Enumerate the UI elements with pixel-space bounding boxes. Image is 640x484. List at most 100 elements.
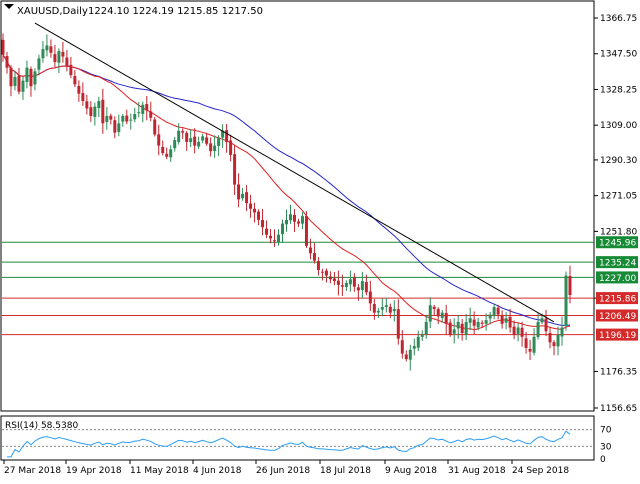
- candle-body: [416, 336, 420, 348]
- candle-body: [544, 318, 548, 332]
- candle-up: [133, 107, 137, 123]
- candle-down: [508, 308, 512, 333]
- candle-body: [49, 46, 53, 53]
- candle-up: [137, 102, 141, 118]
- candle-up: [25, 60, 29, 89]
- candle-up: [360, 271, 364, 299]
- candle-up: [117, 114, 121, 137]
- x-tick-label: 4 Jun 2018: [193, 466, 242, 476]
- candle-body: [113, 120, 117, 133]
- candle-up: [380, 298, 384, 317]
- candle-body: [412, 346, 416, 349]
- candle-up: [456, 314, 460, 339]
- candle-up: [564, 271, 568, 331]
- candle-down: [261, 208, 265, 236]
- candle-body: [464, 321, 468, 335]
- candle-body: [420, 334, 424, 337]
- rsi-tick-label: 0: [600, 455, 606, 465]
- candle-body: [444, 312, 448, 324]
- candle-body: [536, 321, 540, 337]
- candle-down: [29, 66, 33, 97]
- candle-down: [320, 268, 324, 281]
- x-tick-label: 26 Jun 2018: [256, 466, 310, 476]
- level-label-box: [596, 309, 638, 322]
- candle-down: [53, 45, 57, 68]
- candle-down: [316, 257, 320, 276]
- chevron-down-icon[interactable]: [4, 4, 14, 9]
- candle-body: [300, 216, 304, 224]
- candle-down: [237, 173, 241, 208]
- candle-body: [13, 76, 17, 86]
- candle-up: [173, 136, 177, 152]
- level-label-box: [596, 271, 638, 284]
- candle-up: [420, 330, 424, 341]
- candle-body: [253, 208, 257, 213]
- candle-up: [484, 313, 488, 331]
- candle-body: [372, 304, 376, 313]
- time-axis: 27 Mar 2018 19 Apr 2018 11 May 2018 4 Jun 2…: [3, 460, 569, 476]
- candle-body: [308, 247, 312, 254]
- candle-body: [53, 54, 57, 63]
- candle-body: [472, 319, 476, 326]
- candle-body: [480, 322, 484, 324]
- candle-down: [181, 128, 185, 139]
- candle-body: [5, 56, 9, 68]
- candle-down: [89, 101, 93, 122]
- candle-body: [316, 261, 320, 270]
- candle-body: [21, 80, 25, 92]
- candle-down: [9, 65, 13, 97]
- candle-down: [524, 331, 528, 354]
- candle-down: [85, 94, 89, 115]
- candle-body: [288, 214, 292, 221]
- candle-body: [328, 276, 332, 280]
- candle-up: [416, 330, 420, 352]
- candle-body: [105, 115, 109, 123]
- candle-down: [205, 132, 209, 146]
- candle-down: [296, 218, 300, 227]
- candle-body: [320, 271, 324, 273]
- level-labels: 1245.96 1235.24 1227.00 1215.86 1206.49 1196.…: [596, 236, 638, 341]
- candle-up: [424, 314, 428, 339]
- candle-body: [273, 240, 277, 242]
- candle-down: [356, 284, 360, 301]
- candle-down: [185, 131, 189, 151]
- fast-moving-average: [2, 54, 571, 331]
- candle-body: [560, 327, 564, 337]
- candle-body: [45, 45, 49, 51]
- candle-body: [169, 149, 173, 158]
- candle-up: [516, 323, 520, 342]
- candles: [1, 33, 572, 371]
- candle-body: [496, 307, 500, 315]
- candle-body: [285, 219, 288, 225]
- candle-up: [45, 34, 49, 57]
- candle-body: [380, 307, 384, 310]
- rsi-line: [7, 430, 571, 458]
- candle-down: [552, 340, 556, 356]
- candle-body: [41, 49, 45, 59]
- candle-body: [193, 136, 197, 146]
- candle-down: [113, 116, 117, 139]
- candle-down: [400, 330, 404, 359]
- candle-body: [217, 138, 221, 146]
- candle-up: [217, 135, 221, 157]
- candle-body: [57, 50, 61, 63]
- candle-up: [556, 326, 560, 356]
- level-label-box: [596, 256, 638, 269]
- rsi-label: RSI(14) 58.5380: [5, 421, 78, 431]
- candle-body: [37, 58, 41, 70]
- candle-down: [472, 311, 476, 335]
- candle-up: [41, 41, 45, 63]
- candle-up: [440, 310, 444, 323]
- candle-down: [388, 303, 392, 319]
- candle-up: [281, 219, 285, 243]
- x-tick-label: 24 Sep 2018: [512, 466, 569, 476]
- candle-body: [141, 104, 145, 114]
- candle-body: [356, 287, 360, 291]
- candle-body: [241, 193, 245, 199]
- candle-down: [193, 128, 197, 154]
- candle-down: [292, 209, 296, 232]
- candle-body: [109, 115, 113, 120]
- candle-body: [261, 219, 265, 228]
- candle-down: [364, 274, 368, 296]
